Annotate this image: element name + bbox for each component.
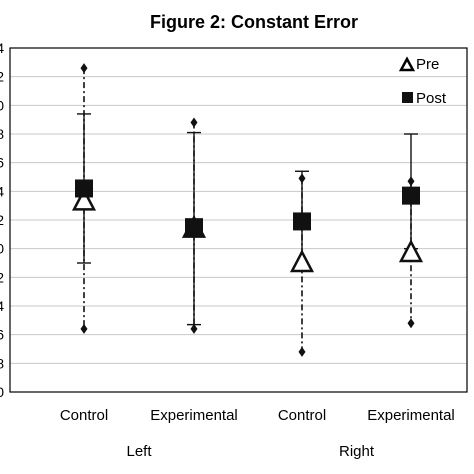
chart-title: Figure 2: Constant Error xyxy=(150,12,358,32)
pre-range-min-diamond xyxy=(298,346,306,357)
pre-range-min-diamond xyxy=(190,323,198,334)
y-tick-label: -4 xyxy=(0,298,4,314)
legend: Pre Post xyxy=(398,56,447,107)
plot-frame xyxy=(9,47,468,393)
y-tick-label: 14 xyxy=(0,40,4,56)
pre-marker-triangle xyxy=(398,239,424,263)
x-group-label: Right xyxy=(339,443,375,460)
legend-post-label: Post xyxy=(416,90,447,107)
y-tick-label: 8 xyxy=(0,126,4,142)
y-tick-label: 2 xyxy=(0,212,4,228)
y-tick-label: 6 xyxy=(0,155,4,171)
y-tick-label: 0 xyxy=(0,241,4,257)
y-tick-label: -8 xyxy=(0,355,4,371)
legend-pre-marker xyxy=(398,56,416,72)
x-category-label: Experimental xyxy=(367,407,455,424)
post-marker-square xyxy=(293,212,311,231)
y-axis-ticks: 14 12 10 8 6 4 2 0 -2 -4 -6 -8 -10 xyxy=(0,40,4,400)
x-group-label: Left xyxy=(126,443,152,460)
y-tick-label: 10 xyxy=(0,97,4,113)
y-tick-label: -2 xyxy=(0,269,4,285)
x-category-label: Experimental xyxy=(150,407,238,424)
pre-marker-triangle xyxy=(71,187,97,211)
pre-range-max-diamond xyxy=(190,117,198,128)
post-marker-square xyxy=(185,218,203,237)
post-marker-square xyxy=(75,179,93,198)
x-category-label: Control xyxy=(60,407,108,424)
legend-post-marker xyxy=(402,92,413,103)
pre-range-min-diamond xyxy=(407,318,415,329)
gridlines xyxy=(10,47,467,393)
y-tick-label: -6 xyxy=(0,327,4,343)
post-marker-square xyxy=(402,186,420,205)
x-axis-categories: Control Experimental Control Experimental Le… xyxy=(60,407,455,460)
y-tick-label: 4 xyxy=(0,183,4,199)
x-category-label: Control xyxy=(278,407,326,424)
legend-pre-label: Pre xyxy=(416,56,439,73)
pre-range-min-diamond xyxy=(80,323,88,334)
data-marks xyxy=(71,63,424,357)
y-tick-label: 12 xyxy=(0,69,4,85)
pre-range-max-diamond xyxy=(80,63,88,74)
pre-marker-triangle xyxy=(289,249,315,273)
y-tick-label: -10 xyxy=(0,384,4,400)
